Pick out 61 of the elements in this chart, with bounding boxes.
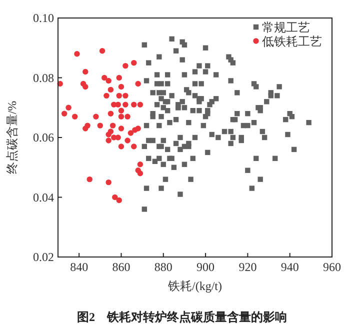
point — [108, 110, 114, 116]
y-tick-label: 0.04 — [33, 190, 54, 204]
y-axis-title: 终点碳含量/% — [5, 100, 19, 174]
x-tick-label: 860 — [112, 260, 130, 274]
point — [108, 86, 114, 93]
point — [72, 114, 78, 120]
x-tick-label: 960 — [323, 260, 341, 274]
x-tick-label: 920 — [238, 260, 257, 274]
point — [82, 126, 88, 132]
point — [122, 102, 128, 108]
point — [118, 114, 124, 120]
point — [137, 162, 144, 168]
point — [131, 102, 137, 108]
point — [61, 110, 68, 116]
x-tick-label: 940 — [280, 260, 299, 274]
point — [118, 84, 124, 90]
point — [93, 114, 99, 120]
point — [82, 68, 88, 75]
point — [124, 138, 130, 144]
point — [106, 138, 112, 144]
point — [118, 108, 124, 114]
text: 图2 铁耗对转炉终点碳质量含量的影响 — [77, 310, 287, 324]
point — [116, 197, 122, 204]
point — [66, 104, 72, 110]
point — [110, 122, 116, 128]
point — [116, 92, 122, 99]
point — [122, 62, 128, 69]
point — [97, 122, 104, 128]
point — [137, 102, 144, 108]
point — [118, 144, 124, 150]
point — [104, 92, 110, 99]
point — [118, 126, 124, 132]
y-tick-label: 0.10 — [33, 11, 54, 25]
point — [131, 60, 137, 66]
y-tick-label: 0.02 — [33, 250, 54, 264]
y-tick-label: 0.08 — [33, 70, 54, 85]
x-axis-title: 铁耗/(kg/t) — [167, 279, 222, 293]
x-tick-label: 900 — [196, 260, 215, 274]
point — [74, 50, 80, 57]
point — [137, 170, 144, 176]
point — [86, 176, 92, 182]
point — [115, 102, 121, 108]
legend-label: 低铁耗工艺 — [262, 34, 322, 48]
point — [122, 92, 128, 99]
point — [106, 78, 112, 84]
y-tick-label: 0.06 — [33, 130, 54, 144]
x-tick-label: 880 — [154, 260, 172, 274]
point — [116, 74, 122, 81]
point — [106, 132, 112, 138]
point — [128, 130, 134, 136]
point — [82, 84, 88, 90]
point — [135, 80, 141, 87]
point — [124, 114, 130, 120]
point — [131, 144, 137, 150]
point — [135, 126, 141, 132]
point — [112, 194, 118, 200]
point — [99, 48, 106, 54]
point — [106, 179, 112, 186]
legend-label: 常规工艺 — [262, 20, 310, 34]
x-tick-label: 840 — [70, 260, 88, 274]
point — [102, 74, 108, 81]
